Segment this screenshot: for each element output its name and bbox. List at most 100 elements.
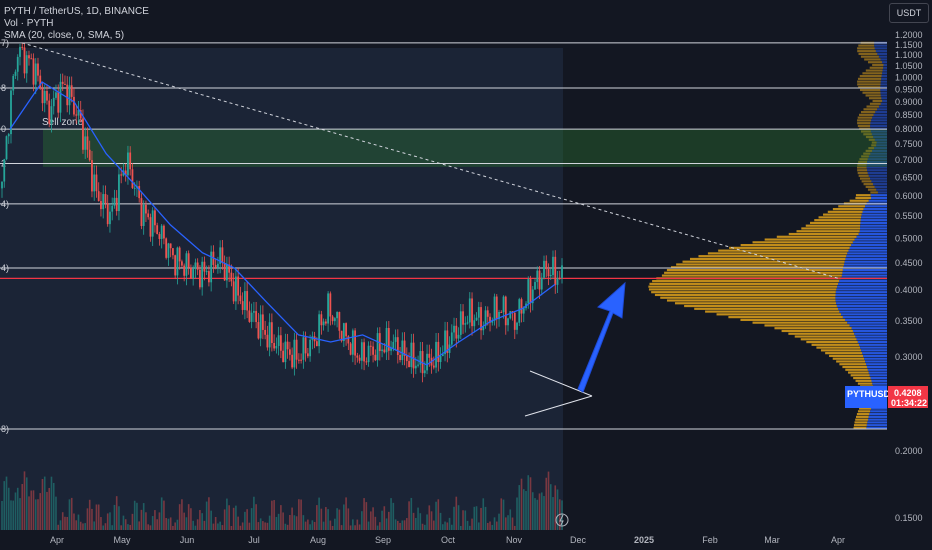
sma-indicator-label[interactable]: SMA (20, close, 0, SMA, 5) bbox=[4, 30, 125, 41]
horizontal-levels: 7)8024)4)8) bbox=[0, 38, 887, 434]
candle-body bbox=[30, 58, 33, 60]
volume-bar bbox=[437, 499, 440, 530]
volume-profile-row bbox=[863, 207, 887, 211]
volume-bar bbox=[43, 476, 46, 530]
symbol-title[interactable]: PYTH / TetherUS, 1D, BINANCE bbox=[4, 6, 149, 17]
volume-profile-row bbox=[857, 119, 872, 122]
volume-profile-row bbox=[869, 413, 887, 416]
volume-profile-row bbox=[852, 329, 887, 333]
volume-profile-row bbox=[774, 327, 852, 330]
volume-profile-row bbox=[857, 410, 871, 413]
candle-body bbox=[225, 264, 228, 281]
volume-profile-row bbox=[864, 58, 881, 61]
volume-profile-row bbox=[859, 88, 881, 92]
candle-body bbox=[61, 81, 64, 84]
candle-body bbox=[345, 323, 347, 337]
volume-bar bbox=[309, 524, 311, 530]
volume-bar bbox=[446, 522, 449, 530]
volume-bar bbox=[358, 524, 361, 530]
candle-body bbox=[459, 311, 462, 335]
candle-body bbox=[392, 341, 395, 349]
candle-body bbox=[57, 92, 60, 113]
volume-profile-row bbox=[871, 407, 887, 410]
volume-bar bbox=[172, 525, 174, 530]
volume-bar bbox=[462, 510, 464, 530]
candle-body bbox=[419, 351, 422, 365]
volume-profile-row bbox=[870, 124, 887, 128]
currency-button[interactable]: USDT bbox=[889, 3, 929, 23]
volume-profile-row bbox=[810, 221, 861, 225]
volume-profile-row bbox=[856, 415, 869, 418]
volume-bar bbox=[424, 524, 426, 530]
volume-bar bbox=[372, 507, 374, 530]
candle-body bbox=[239, 295, 242, 302]
candle-body bbox=[522, 308, 525, 314]
volume-bar bbox=[388, 511, 390, 530]
time-axis[interactable]: Apr May Jun Jul Aug Sep Oct Nov Dec 2025 Feb Mar Apr bbox=[50, 535, 845, 545]
replay-icon[interactable] bbox=[555, 513, 569, 527]
candle-body bbox=[120, 174, 123, 176]
volume-bar bbox=[73, 513, 75, 530]
volume-bar bbox=[298, 499, 300, 530]
volume-profile-row bbox=[871, 141, 877, 144]
volume-bar bbox=[156, 519, 158, 530]
volume-profile-row bbox=[868, 147, 875, 150]
volume-profile-row bbox=[871, 133, 887, 136]
volume-bar bbox=[190, 508, 192, 530]
volume-profile-row bbox=[881, 97, 887, 100]
volume-profile-row bbox=[878, 105, 887, 108]
volume-profile-row bbox=[883, 63, 887, 67]
volume-profile-row bbox=[870, 130, 887, 133]
volume-profile-row bbox=[857, 122, 871, 125]
volume-bar bbox=[399, 522, 401, 530]
candle-body bbox=[545, 260, 548, 270]
volume-bar bbox=[473, 506, 476, 530]
candle-body bbox=[160, 225, 163, 239]
projection-arrow bbox=[577, 281, 626, 393]
volume-bar bbox=[181, 499, 183, 530]
volume-bar bbox=[192, 520, 194, 530]
volume-profile-row bbox=[728, 316, 843, 319]
volume-profile-row bbox=[880, 91, 887, 94]
volume-profile-row bbox=[880, 83, 887, 86]
price-axis-tick: 1.2000 bbox=[895, 30, 923, 40]
volume-bar bbox=[329, 520, 332, 530]
volume-bar bbox=[322, 521, 325, 530]
volume-profile-row bbox=[875, 50, 887, 53]
volume-profile-row bbox=[880, 102, 887, 105]
volume-profile-row bbox=[867, 169, 887, 172]
volume-bar bbox=[14, 492, 17, 530]
volume-profile-row bbox=[872, 149, 887, 152]
volume-profile-row bbox=[843, 263, 887, 266]
volume-indicator-label[interactable]: Vol · PYTH bbox=[4, 18, 54, 29]
candle-body bbox=[477, 307, 480, 318]
price-axis-tick: 0.5000 bbox=[895, 233, 923, 243]
volume-bar bbox=[210, 510, 212, 530]
volume-profile-row bbox=[857, 166, 867, 169]
volume-bar bbox=[230, 525, 233, 530]
volume-bar bbox=[111, 525, 114, 530]
level-label: 4) bbox=[1, 263, 9, 273]
volume-bar bbox=[349, 525, 352, 530]
volume-bar bbox=[343, 504, 345, 530]
time-axis-tick: Oct bbox=[441, 535, 456, 545]
time-axis-tick: Mar bbox=[764, 535, 780, 545]
volume-profile-row bbox=[874, 185, 887, 188]
volume-bar bbox=[345, 497, 347, 530]
volume-bar bbox=[145, 512, 147, 530]
volume-bar bbox=[120, 525, 122, 530]
volume-bar bbox=[545, 477, 548, 530]
candle-body bbox=[333, 318, 336, 322]
volume-profile-row bbox=[868, 97, 882, 100]
volume-profile-row bbox=[857, 77, 882, 80]
candle-body bbox=[493, 296, 496, 321]
volume-profile-row bbox=[853, 426, 867, 430]
candle-body bbox=[28, 55, 30, 59]
candle-body bbox=[1, 181, 3, 189]
candle-body bbox=[149, 217, 152, 237]
volume-profile-row bbox=[844, 318, 887, 321]
candle-body bbox=[106, 203, 109, 225]
volume-profile-row bbox=[859, 230, 887, 233]
